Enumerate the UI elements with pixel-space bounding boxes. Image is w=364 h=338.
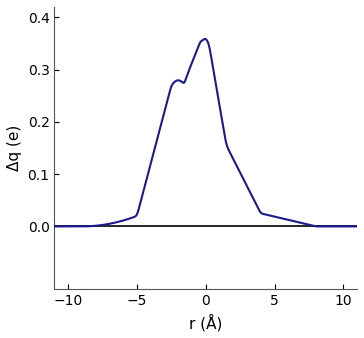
Y-axis label: Δq (e): Δq (e) [7, 125, 22, 171]
X-axis label: r (Å): r (Å) [189, 314, 222, 331]
